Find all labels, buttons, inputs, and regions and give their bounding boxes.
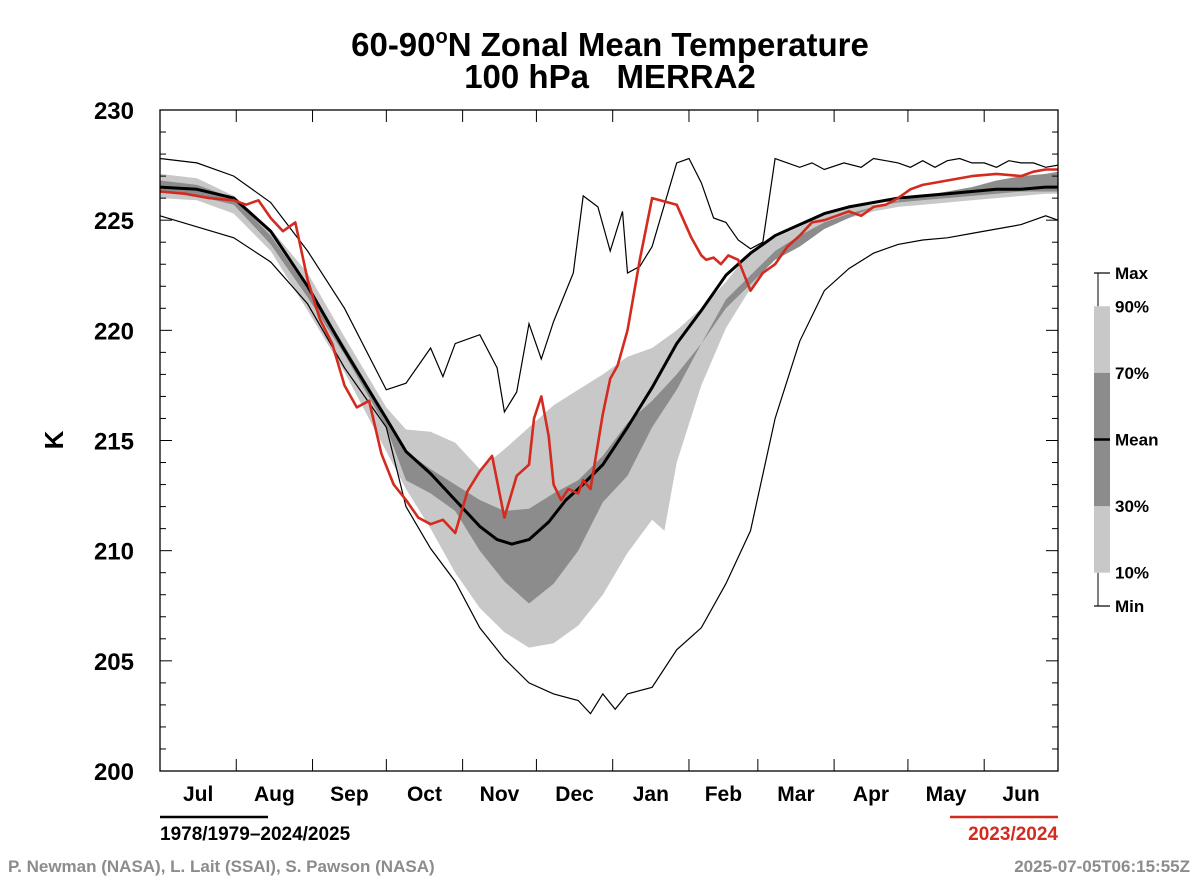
y-tick-label: 215 <box>94 429 134 456</box>
x-tick-label: Jun <box>1002 783 1039 806</box>
y-tick-label: 210 <box>94 539 134 566</box>
y-tick-label: 200 <box>94 759 134 786</box>
y-axis-label: K <box>39 430 69 449</box>
series-max-line <box>159 157 1059 414</box>
x-tick-label: Jul <box>183 783 213 806</box>
legend-label: 10% <box>1115 564 1149 583</box>
legend: Max 90% 70% Mean 30% 10% Min <box>1094 264 1158 616</box>
highlight-period-label: 2023/2024 <box>968 824 1058 845</box>
y-tick-label: 230 <box>94 98 134 125</box>
legend-label: 30% <box>1115 497 1149 516</box>
x-tick-label: Mar <box>777 783 814 806</box>
chart-title: 60-90oN Zonal Mean Temperature <box>351 26 869 63</box>
legend-label: Max <box>1115 264 1149 283</box>
y-tick-label: 205 <box>94 649 134 676</box>
legend-label: 70% <box>1115 364 1149 383</box>
chart-subtitle: 100 hPa MERRA2 <box>464 58 756 95</box>
footer-timestamp: 2025-07-05T06:15:55Z <box>1014 857 1190 876</box>
y-axis: 200 205 210 215 220 225 230 <box>94 98 1058 786</box>
x-tick-label: Apr <box>853 783 889 806</box>
band-10-90 <box>160 173 1058 648</box>
legend-label: 90% <box>1115 297 1149 316</box>
series-lines <box>159 157 1059 715</box>
x-tick-label: Dec <box>555 783 594 806</box>
x-tick-label: May <box>926 783 967 806</box>
x-tick-label: Feb <box>705 783 742 806</box>
x-tick-label: Nov <box>480 783 520 806</box>
percentile-bands <box>160 171 1058 648</box>
x-tick-label: Sep <box>330 783 369 806</box>
footer-credits: P. Newman (NASA), L. Lait (SSAI), S. Paw… <box>8 857 435 876</box>
series-mean-line <box>159 185 1058 546</box>
y-tick-label: 220 <box>94 318 134 345</box>
x-tick-label: Oct <box>407 783 442 806</box>
x-tick-label: Aug <box>254 783 295 806</box>
x-tick-label: Jan <box>633 783 669 806</box>
series-min-line <box>159 215 1059 715</box>
band-30-70 <box>160 171 1058 604</box>
legend-label: Mean <box>1115 431 1158 450</box>
y-tick-label: 225 <box>94 208 134 235</box>
x-axis: Jul Aug Sep Oct Nov Dec Jan Feb Mar Apr May Jun <box>159 110 1059 806</box>
legend-label: Min <box>1115 597 1144 616</box>
series-2023-2024-line <box>159 168 1058 535</box>
climatology-period-label: 1978/1979–2024/2025 <box>160 824 351 845</box>
